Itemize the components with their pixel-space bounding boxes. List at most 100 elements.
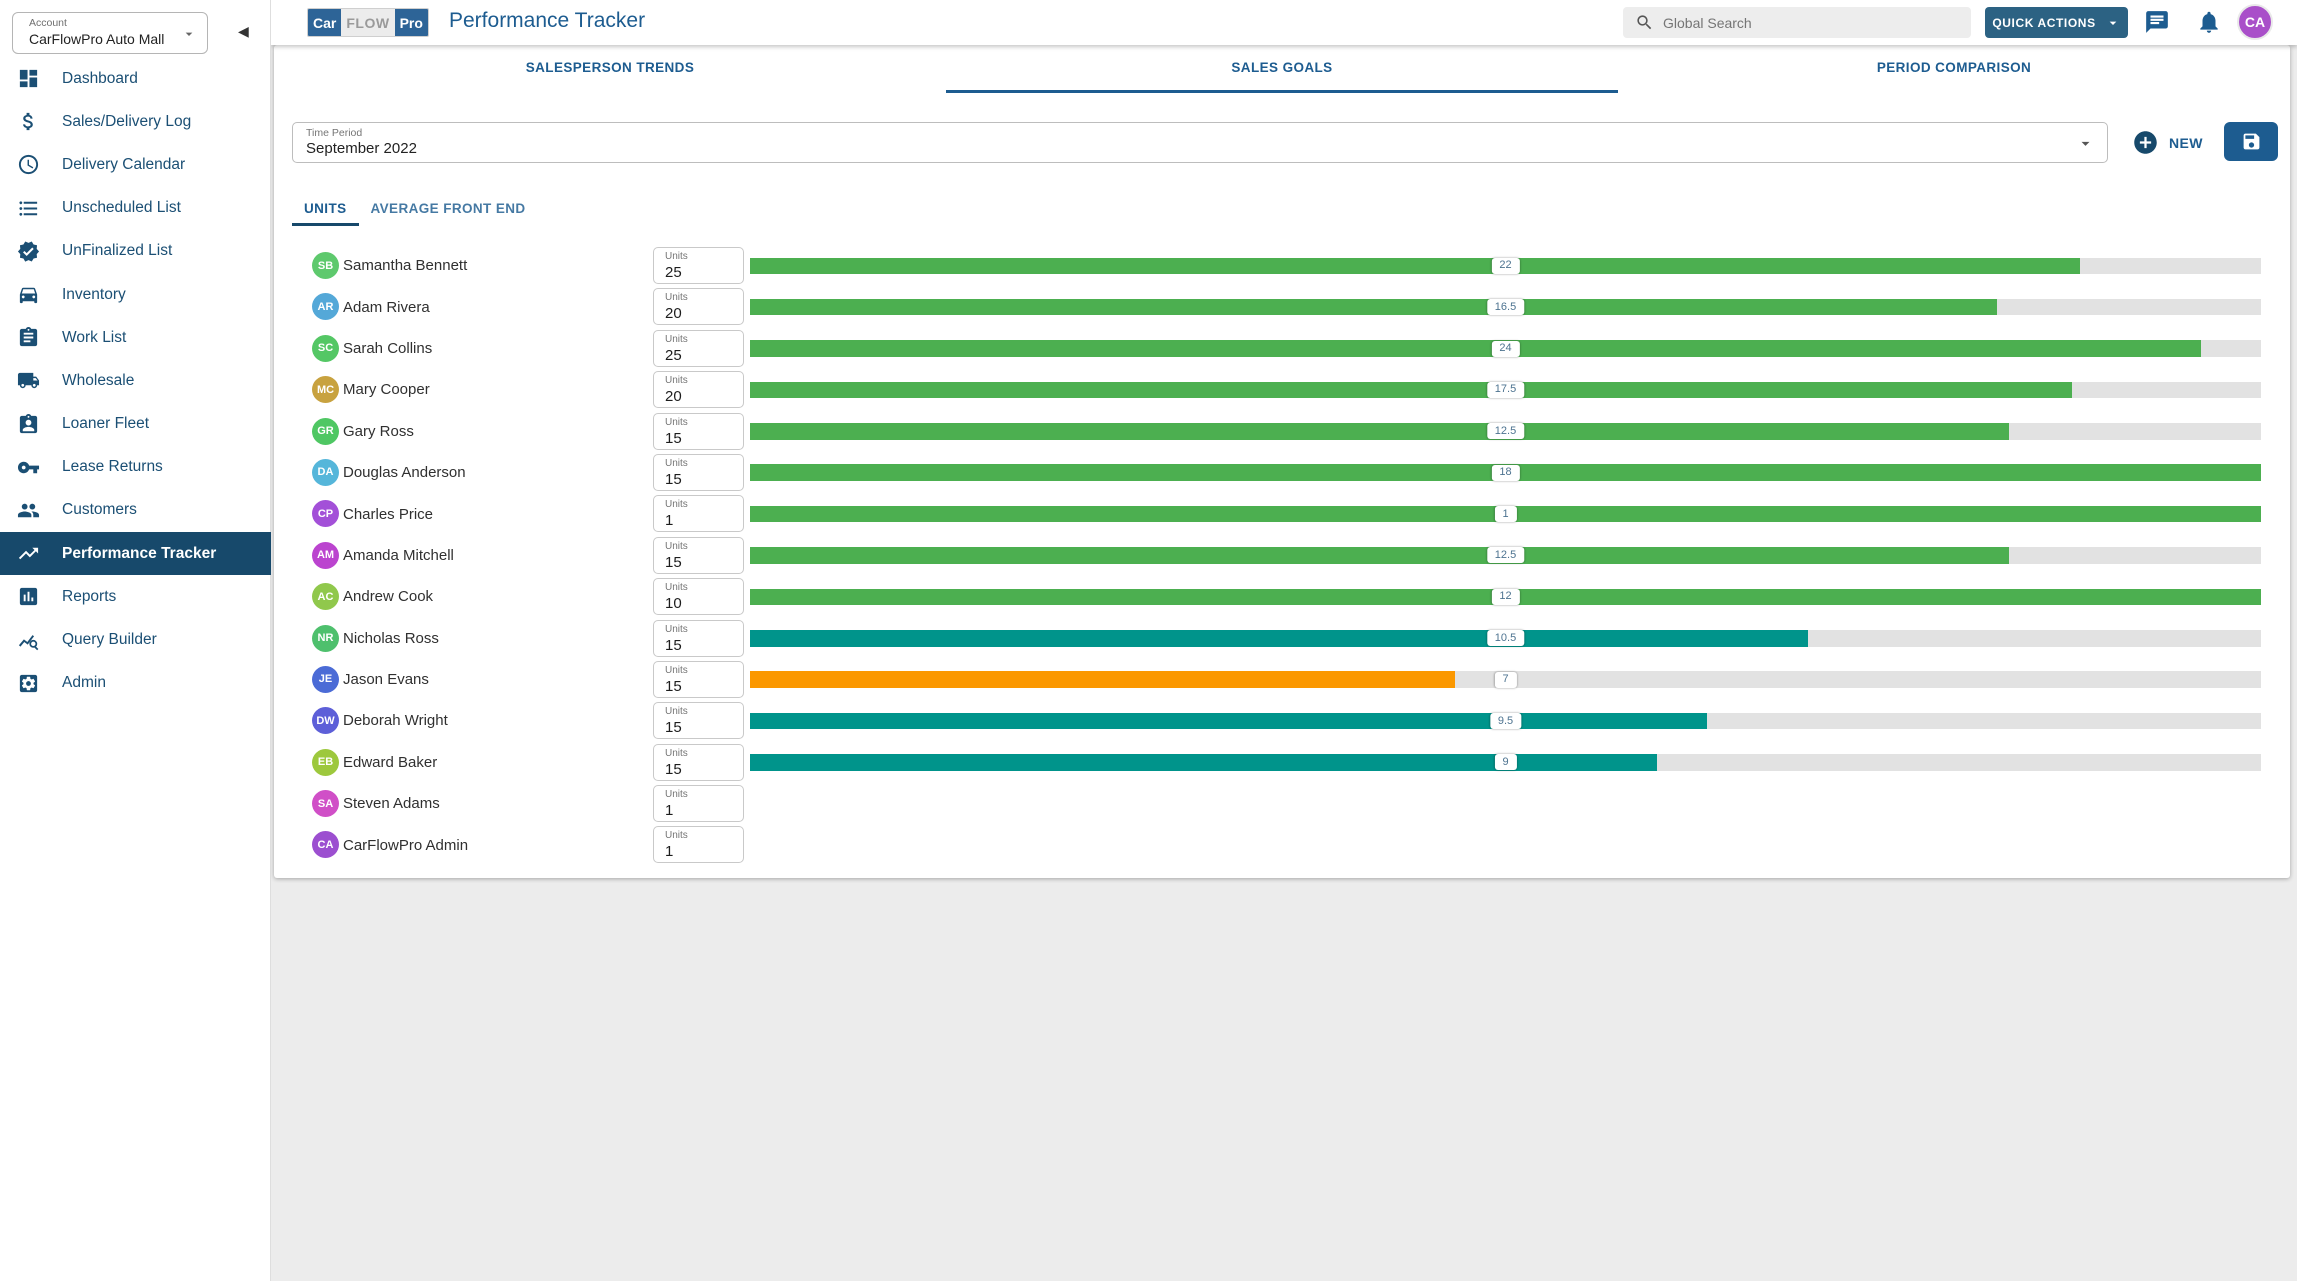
sidebar-item-performance-tracker[interactable]: Performance Tracker: [0, 532, 271, 576]
new-button[interactable]: NEW: [2132, 129, 2203, 156]
salesperson-name: Gary Ross: [343, 422, 414, 440]
salesperson-avatar: CP: [312, 500, 339, 528]
sidebar-item-dashboard[interactable]: Dashboard: [0, 57, 271, 100]
sidebar-item-work-list[interactable]: Work List: [0, 316, 271, 359]
sidebar-item-label: Lease Returns: [62, 458, 163, 476]
key-icon: [17, 461, 40, 474]
units-goal-field[interactable]: Units: [653, 371, 744, 409]
performance-tracker-card: SALESPERSON TRENDS SALES GOALS PERIOD COMP…: [274, 45, 2290, 878]
car-icon: [19, 287, 38, 304]
sidebar-collapse-button[interactable]: ◀: [238, 23, 249, 39]
list-icon: [19, 200, 38, 216]
units-goal-field-label: Units: [665, 830, 688, 842]
sidebar-item-wholesale[interactable]: Wholesale: [0, 359, 271, 402]
units-goal-input[interactable]: [665, 429, 735, 447]
account-caret-icon: [185, 32, 193, 36]
save-icon: [2243, 133, 2259, 150]
salesperson-avatar: SC: [312, 334, 339, 362]
units-goal-input[interactable]: [665, 595, 735, 613]
salesperson-name: Samantha Bennett: [343, 257, 468, 275]
units-goal-field[interactable]: Units: [653, 743, 744, 781]
units-goal-field[interactable]: Units: [653, 826, 744, 864]
units-goal-input[interactable]: [665, 843, 735, 861]
units-goal-field[interactable]: Units: [653, 453, 744, 491]
goal-progress-track: 7: [750, 671, 2261, 688]
goal-progress-track: 17.5: [750, 381, 2261, 399]
units-goal-input[interactable]: [665, 388, 735, 406]
tab-sales-goals[interactable]: SALES GOALS: [946, 45, 1618, 93]
tab-period-comparison[interactable]: PERIOD COMPARISON: [1876, 60, 2032, 75]
verified-icon: [17, 241, 40, 262]
sidebar-item-query-builder[interactable]: Query Builder: [0, 618, 271, 661]
goal-progress-track: 18: [750, 464, 2261, 481]
units-goal-field[interactable]: Units: [653, 288, 744, 326]
sidebar-item-label: UnFinalized List: [62, 242, 173, 260]
units-goal-input[interactable]: [665, 470, 735, 488]
salesperson-avatar: AC: [312, 583, 339, 611]
goal-progress-track: 24: [750, 340, 2261, 357]
units-goal-input[interactable]: [665, 636, 735, 654]
sidebar-item-loaner-fleet[interactable]: Loaner Fleet: [0, 403, 271, 446]
person-badge-icon: [19, 413, 38, 433]
progress-value-chip: 12.5: [1486, 547, 1525, 564]
subtab-units[interactable]: UNITS: [292, 193, 359, 226]
salesperson-avatar: CA: [312, 831, 339, 859]
sidebar-item-delivery-calendar[interactable]: Delivery Calendar: [0, 143, 271, 186]
goal-progress-track: 12.5: [750, 547, 2261, 564]
save-button[interactable]: [2224, 122, 2278, 161]
units-goal-field[interactable]: Units: [653, 619, 744, 657]
units-goal-field[interactable]: Units: [653, 495, 744, 533]
sidebar-item-label: Performance Tracker: [62, 544, 217, 562]
progress-value-chip: 18: [1491, 464, 1520, 481]
time-period-select[interactable]: Time Period September 2022: [292, 122, 2108, 163]
units-goal-input[interactable]: [665, 346, 735, 364]
units-goal-field[interactable]: Units: [653, 247, 744, 284]
units-goal-field[interactable]: Units: [653, 536, 744, 574]
sidebar-item-sales-delivery-log[interactable]: Sales/Delivery Log: [0, 100, 271, 143]
sidebar-item-label: Loaner Fleet: [62, 415, 150, 433]
sidebar-item-inventory[interactable]: Inventory: [0, 273, 271, 316]
sidebar-item-customers[interactable]: Customers: [0, 489, 271, 532]
units-goal-field[interactable]: Units: [653, 785, 744, 823]
sidebar-item-unscheduled-list[interactable]: Unscheduled List: [0, 187, 271, 230]
sidebar-item-lease-returns[interactable]: Lease Returns: [0, 446, 271, 489]
chat-icon: [2146, 11, 2168, 33]
units-goal-field[interactable]: Units: [653, 578, 744, 616]
units-goal-field[interactable]: Units: [653, 660, 744, 698]
units-goal-field-label: Units: [665, 706, 688, 718]
quick-actions-button[interactable]: QUICK ACTIONS: [1985, 7, 2128, 38]
progress-value-chip: 7: [1494, 671, 1517, 688]
units-goal-field[interactable]: Units: [653, 412, 744, 450]
sidebar-item-admin[interactable]: Admin: [0, 662, 271, 705]
search-input[interactable]: [1663, 14, 1943, 31]
units-goal-input[interactable]: [665, 512, 735, 530]
query-icon: [18, 634, 39, 650]
units-goal-input[interactable]: [665, 677, 735, 695]
chat-button[interactable]: [2144, 9, 2170, 35]
units-goal-input[interactable]: [665, 760, 735, 778]
salesperson-avatar: SB: [312, 252, 339, 279]
units-goal-input[interactable]: [665, 719, 735, 737]
sidebar-item-label: Unscheduled List: [62, 199, 181, 217]
sidebar-item-unfinalized-list[interactable]: UnFinalized List: [0, 230, 271, 273]
notifications-button[interactable]: [2196, 9, 2222, 35]
units-goal-field-label: Units: [665, 789, 688, 801]
units-goal-input[interactable]: [665, 264, 735, 281]
units-goal-input[interactable]: [665, 305, 735, 323]
units-goal-input[interactable]: [665, 802, 735, 820]
tab-salesperson-trends[interactable]: SALESPERSON TRENDS: [525, 60, 695, 75]
units-goal-field-label: Units: [665, 292, 688, 304]
subtab-average-front-end[interactable]: AVERAGE FRONT END: [370, 200, 526, 216]
user-avatar[interactable]: CA: [2237, 4, 2273, 40]
goal-progress-track: 12.5: [750, 423, 2261, 440]
account-selector[interactable]: Account CarFlowPro Auto Mall: [12, 12, 208, 54]
units-goal-input[interactable]: [665, 553, 735, 571]
units-goal-field[interactable]: Units: [653, 329, 744, 367]
sidebar-item-reports[interactable]: Reports: [0, 575, 271, 618]
units-goal-field[interactable]: Units: [653, 702, 744, 740]
goal-progress-fill: [750, 630, 1808, 647]
sidebar-item-label: Sales/Delivery Log: [62, 112, 192, 130]
